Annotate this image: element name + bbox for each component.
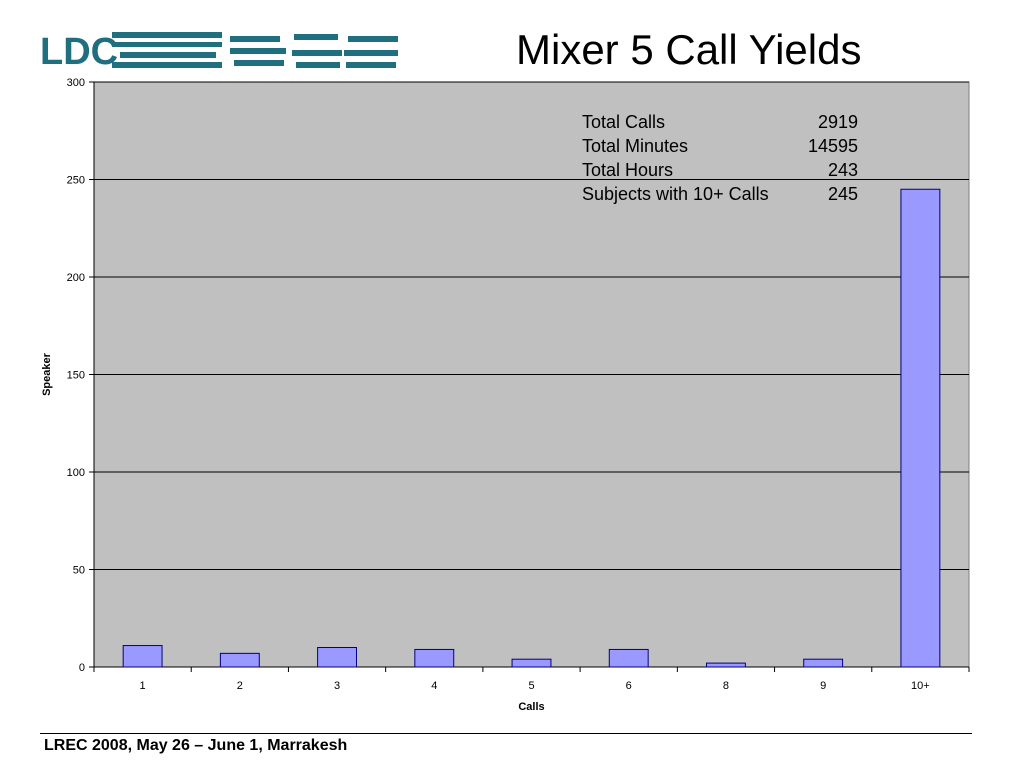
- logo-seal-script: [112, 32, 398, 68]
- x-axis-label: Calls: [518, 701, 544, 713]
- bar-chart: 0 50 100 150 200 250 300 1 2 3 4 5 6 8 9 10+ Calls Speake…: [41, 77, 970, 713]
- y-tick-label: 250: [67, 175, 85, 187]
- y-axis-label: Speaker: [41, 352, 53, 396]
- y-tick-label: 50: [73, 565, 85, 577]
- bar: [219, 652, 260, 668]
- x-tick-label: 9: [820, 680, 826, 692]
- x-tick-label: 4: [431, 680, 437, 692]
- y-tick-label: 0: [79, 662, 85, 674]
- bar: [414, 648, 455, 668]
- x-tick-label: 3: [334, 680, 340, 692]
- ldc-logo: LDC: [40, 31, 398, 72]
- stats-table: Total Calls 2919 Total Minutes 14595 Tot…: [582, 110, 858, 206]
- x-tick-label: 8: [723, 680, 729, 692]
- x-tick-label: 2: [237, 680, 243, 692]
- stat-value: 245: [827, 184, 858, 204]
- stat-label: Total Calls: [582, 112, 666, 132]
- x-tick-label: 1: [140, 680, 146, 692]
- x-tick-label: 10+: [911, 680, 930, 692]
- stat-value: 2919: [817, 112, 858, 132]
- stat-label: Subjects with 10+ Calls: [582, 184, 769, 204]
- y-tick-label: 150: [67, 370, 85, 382]
- slide-footer: LREC 2008, May 26 – June 1, Marrakesh: [44, 737, 348, 754]
- slide-title: Mixer 5 Call Yields: [516, 26, 862, 73]
- x-tick-label: 5: [528, 680, 534, 692]
- y-tick-label: 100: [67, 467, 85, 479]
- bar: [317, 647, 358, 668]
- stat-row-subjects-10plus: Subjects with 10+ Calls 245: [582, 182, 858, 206]
- bar: [706, 662, 746, 668]
- stat-label: Total Minutes: [582, 136, 689, 156]
- stat-row-total-calls: Total Calls 2919: [582, 110, 858, 134]
- stat-row-total-hours: Total Hours 243: [582, 158, 858, 182]
- y-tick-label: 200: [67, 272, 85, 284]
- bar: [511, 658, 552, 668]
- stat-label: Total Hours: [582, 160, 674, 180]
- stat-value: 14595: [807, 136, 858, 156]
- bar: [900, 188, 941, 668]
- stat-value: 243: [827, 160, 858, 180]
- stat-row-total-minutes: Total Minutes 14595: [582, 134, 858, 158]
- bar: [608, 648, 649, 668]
- logo-mark: LDC: [40, 31, 118, 72]
- y-tick-label: 300: [67, 77, 85, 89]
- x-tick-label: 6: [626, 680, 632, 692]
- bar: [803, 658, 844, 668]
- footer-divider: [40, 733, 972, 734]
- bar: [122, 645, 163, 668]
